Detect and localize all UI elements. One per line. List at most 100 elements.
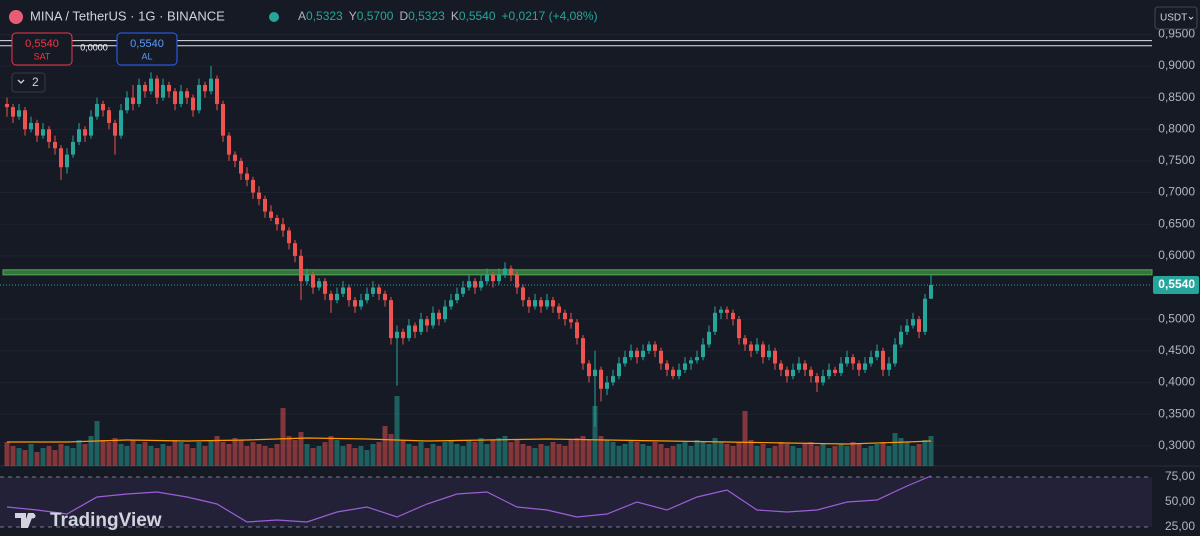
volume-bar [286, 436, 292, 466]
volume-bar [100, 440, 106, 466]
candle-body [71, 141, 75, 155]
candle-body [851, 357, 855, 364]
volume-bar [502, 436, 508, 466]
volume-bar [784, 444, 790, 466]
candle-body [197, 84, 201, 111]
candle-body [35, 122, 39, 136]
candle-body [875, 350, 879, 358]
volume-bar [796, 448, 802, 466]
volume-bar [340, 446, 346, 466]
candle-body [371, 287, 375, 294]
sell-price[interactable]: 0,5540 [25, 38, 59, 50]
candle-body [725, 309, 729, 313]
volume-bar [232, 438, 238, 466]
buy-button[interactable]: 0,5540 AL [116, 32, 178, 66]
volume-bar [514, 440, 520, 466]
volume-bar [58, 444, 64, 466]
volume-bar [724, 444, 730, 466]
volume-bar [142, 442, 148, 466]
volume-bar [922, 440, 928, 466]
volume-bar [298, 432, 304, 466]
volume-bar [106, 442, 112, 466]
volume-bar [196, 442, 202, 466]
currency-box[interactable] [1154, 6, 1198, 30]
volume-bar [616, 446, 622, 466]
volume-bar [346, 444, 352, 466]
currency-button[interactable]: USDT [1154, 6, 1198, 30]
sell-button[interactable]: 0,5540 SAT [11, 32, 73, 66]
candle-body [47, 129, 51, 142]
volume-bar [526, 446, 532, 466]
chevron[interactable] [17, 79, 25, 84]
volume-bar [460, 446, 466, 466]
header: MINA / TetherUS · 1G · BINANCE A0,5323 Y0… [9, 8, 598, 24]
candle-body [137, 84, 141, 104]
volume-bar [658, 444, 664, 466]
candle-body [869, 357, 873, 364]
candle-body [467, 281, 471, 288]
candle-body [221, 103, 225, 136]
volume-bar [442, 442, 448, 466]
candle-body [485, 274, 489, 282]
volume-bar [154, 448, 160, 466]
candle-body [17, 110, 21, 117]
toggle-box[interactable] [11, 72, 46, 93]
volume-bar [412, 446, 418, 466]
chevron[interactable] [1188, 16, 1194, 20]
candle-body [899, 331, 903, 345]
buy-box[interactable] [116, 32, 178, 66]
watermark: TradingView [15, 510, 162, 531]
candle-body [347, 287, 351, 301]
candle-body [575, 322, 579, 339]
volume-bar [544, 446, 550, 466]
candle-body [695, 357, 699, 361]
volume-bar [568, 440, 574, 466]
buy-price[interactable]: 0,5540 [130, 38, 164, 50]
volume-bar [10, 446, 16, 466]
volume-bar [580, 436, 586, 466]
indicators-toggle[interactable]: 2 [11, 72, 46, 93]
candle-body [539, 300, 543, 307]
candle-body [623, 357, 627, 364]
volume-bar [730, 446, 736, 466]
volume-bar [352, 448, 358, 466]
volume-bar [496, 438, 502, 466]
y-tick-label: 0,7500 [1158, 153, 1195, 167]
volume-bar [652, 442, 658, 466]
last-price-box [1153, 275, 1199, 294]
candle-body [155, 78, 159, 98]
y-tick-label: 0,4500 [1158, 343, 1195, 357]
sell-box[interactable] [11, 32, 73, 66]
candle-body [593, 369, 597, 377]
indicators-count[interactable]: 2 [32, 75, 39, 89]
volume-bar [262, 446, 268, 466]
legend-value: 0,5700 [357, 9, 394, 23]
volume-bar [748, 440, 754, 466]
y-tick-label: 0,9500 [1158, 27, 1195, 41]
volume-bar [706, 444, 712, 466]
volume-bar [688, 446, 694, 466]
volume-bar [22, 450, 28, 466]
candle-body [305, 274, 309, 282]
candle-body [785, 369, 789, 377]
volume-bar [808, 442, 814, 466]
candle-body [437, 312, 441, 320]
volume-bar [202, 446, 208, 466]
volume-bar [304, 444, 310, 466]
candle-body [77, 129, 81, 142]
volume-bar [220, 442, 226, 466]
ohlc-legend: A0,5323 Y0,5700 D0,5323 K0,5540 +0,0217 (+4,… [298, 9, 598, 23]
volume-bar [190, 448, 196, 466]
candle-body [215, 78, 219, 104]
buy-label[interactable]: AL [141, 51, 152, 61]
y-tick-label: 0,5000 [1158, 311, 1195, 325]
volume-bar [370, 444, 376, 466]
volume-bar [778, 442, 784, 466]
rsi-tick-label: 25,00 [1165, 519, 1195, 533]
currency[interactable]: USDT [1160, 13, 1187, 24]
volume-bar [826, 448, 832, 466]
candle-body [917, 319, 921, 332]
volume-bar [604, 440, 610, 466]
sell-label[interactable]: SAT [34, 51, 51, 61]
candle-body [335, 293, 339, 301]
